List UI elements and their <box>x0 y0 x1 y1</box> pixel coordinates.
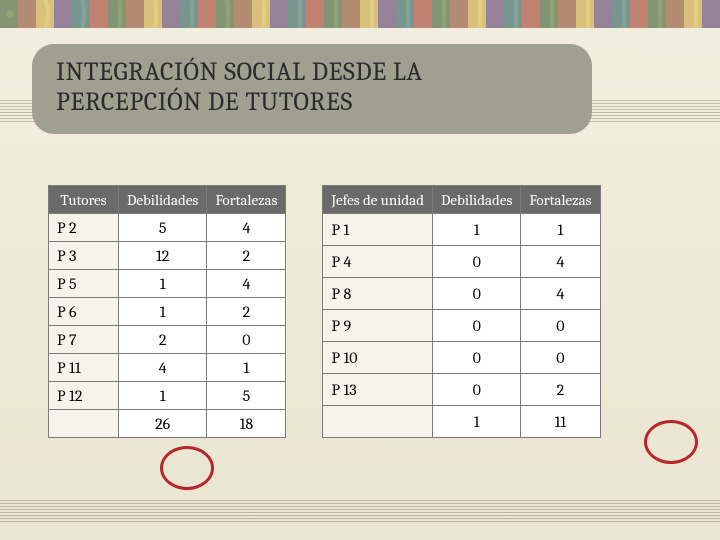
table-row: P 1 1 1 <box>323 214 600 246</box>
cell: 1 <box>207 354 286 382</box>
row-label: P 4 <box>323 246 433 278</box>
table-total-row: 26 18 <box>49 410 286 438</box>
table-row: P 5 1 4 <box>49 270 286 298</box>
table-row: P 3 12 2 <box>49 242 286 270</box>
col-debilidades: Debilidades <box>433 186 521 214</box>
row-label: P 3 <box>49 242 119 270</box>
cell: 2 <box>207 242 286 270</box>
col-fortalezas: Fortalezas <box>207 186 286 214</box>
cell: 1 <box>433 214 521 246</box>
table-total-row: 1 11 <box>323 406 600 438</box>
table-header-row: Tutores Debilidades Fortalezas <box>49 186 286 214</box>
cell: 0 <box>433 246 521 278</box>
row-label: P 7 <box>49 326 119 354</box>
cell: 2 <box>119 326 207 354</box>
col-fortalezas: Fortalezas <box>521 186 600 214</box>
cell: 0 <box>521 342 600 374</box>
col-tutores: Tutores <box>49 186 119 214</box>
tables-container: Tutores Debilidades Fortalezas P 2 5 4 P… <box>48 185 692 438</box>
cell: 0 <box>433 342 521 374</box>
total-fortalezas: 18 <box>207 410 286 438</box>
cell: 0 <box>433 374 521 406</box>
tutores-table: Tutores Debilidades Fortalezas P 2 5 4 P… <box>48 185 286 438</box>
table-row: P 13 0 2 <box>323 374 600 406</box>
jefes-table: Jefes de unidad Debilidades Fortalezas P… <box>322 185 600 438</box>
row-label: P 8 <box>323 278 433 310</box>
cell: 0 <box>207 326 286 354</box>
cell: 5 <box>207 382 286 410</box>
cell: 12 <box>119 242 207 270</box>
total-blank <box>323 406 433 438</box>
cell: 0 <box>521 310 600 342</box>
cell: 4 <box>521 278 600 310</box>
cell: 4 <box>119 354 207 382</box>
row-label: P 11 <box>49 354 119 382</box>
cell: 1 <box>521 214 600 246</box>
table-row: P 9 0 0 <box>323 310 600 342</box>
cell: 2 <box>521 374 600 406</box>
row-label: P 1 <box>323 214 433 246</box>
table-header-row: Jefes de unidad Debilidades Fortalezas <box>323 186 600 214</box>
table-row: P 4 0 4 <box>323 246 600 278</box>
total-debilidades: 26 <box>119 410 207 438</box>
col-debilidades: Debilidades <box>119 186 207 214</box>
cell: 1 <box>119 382 207 410</box>
decorative-stripes-lower <box>0 500 720 524</box>
table-row: P 7 2 0 <box>49 326 286 354</box>
cell: 1 <box>119 298 207 326</box>
cell: 0 <box>433 310 521 342</box>
total-blank <box>49 410 119 438</box>
cell: 4 <box>207 270 286 298</box>
row-label: P 10 <box>323 342 433 374</box>
row-label: P 13 <box>323 374 433 406</box>
row-label: P 6 <box>49 298 119 326</box>
table-row: P 11 4 1 <box>49 354 286 382</box>
table-row: P 8 0 4 <box>323 278 600 310</box>
table-row: P 12 1 5 <box>49 382 286 410</box>
row-label: P 2 <box>49 214 119 242</box>
table-row: P 2 5 4 <box>49 214 286 242</box>
cell: 1 <box>119 270 207 298</box>
row-label: P 12 <box>49 382 119 410</box>
cell: 0 <box>433 278 521 310</box>
decorative-top-border <box>0 0 720 28</box>
cell: 2 <box>207 298 286 326</box>
row-label: P 9 <box>323 310 433 342</box>
table-row: P 6 1 2 <box>49 298 286 326</box>
title-panel: INTEGRACIÓN SOCIAL DESDE LA PERCEPCIÓN D… <box>32 44 592 134</box>
total-debilidades: 1 <box>433 406 521 438</box>
cell: 5 <box>119 214 207 242</box>
highlight-circle-26 <box>160 446 214 490</box>
total-fortalezas: 11 <box>521 406 600 438</box>
table-row: P 10 0 0 <box>323 342 600 374</box>
col-jefes: Jefes de unidad <box>323 186 433 214</box>
cell: 4 <box>207 214 286 242</box>
page-title: INTEGRACIÓN SOCIAL DESDE LA PERCEPCIÓN D… <box>56 58 568 118</box>
cell: 4 <box>521 246 600 278</box>
row-label: P 5 <box>49 270 119 298</box>
